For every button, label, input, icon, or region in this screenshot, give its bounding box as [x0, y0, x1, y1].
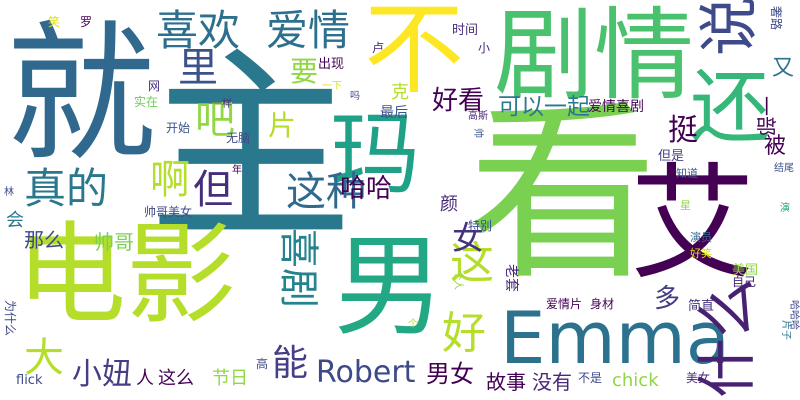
cloud-word-ge: 个 [408, 319, 418, 330]
cloud-word-zheme: 这么 [158, 368, 194, 389]
cloud-word-wang: 网 [148, 79, 161, 93]
cloud-word-shencai: 身材 [590, 297, 615, 311]
cloud-word-aiqingpian: 爱情片 [546, 297, 583, 311]
cloud-word-da: 大 [24, 335, 64, 381]
cloud-word-yao: 要 [290, 55, 319, 88]
cloud-word-hahaha: 哈哈哈 [788, 300, 799, 330]
cloud-word-shizai: 实在 [134, 95, 159, 109]
cloud-word-ma: 玛 [330, 102, 420, 207]
cloud-word-duo: 多 [654, 284, 681, 314]
cloud-word-zhu: 主 [148, 31, 353, 269]
cloud-word-geren: 个人 [452, 270, 463, 290]
cloud-word-hai: 还 [690, 61, 770, 154]
cloud-word-neng: 能 [272, 343, 309, 384]
cloud-word-name: 那么 [24, 228, 64, 252]
cloud-word-haha: 哈哈 [340, 174, 393, 204]
cloud-word-meinv: 美女 [686, 371, 711, 385]
cloud-word-ziji: 自己 [732, 275, 757, 289]
cloud-word-xiaoniu: 小妞 [72, 357, 132, 392]
cloud-word-yiyang: 一样 [212, 99, 232, 110]
cloud-word-hui: 会 [6, 210, 24, 231]
cloud-word-shelu: 奢路 [769, 6, 783, 31]
cloud-word-yanyuan: 演员 [690, 231, 712, 244]
cloud-word-zhende: 真的 [24, 164, 109, 213]
cloud-word-jianzhi: 简直 [688, 299, 715, 314]
cloud-word-gaosi: 高斯 [468, 111, 488, 122]
cloud-word-shuaigemeinv: 帅哥美女 [144, 205, 193, 219]
cloud-word-you: 又 [772, 56, 795, 81]
cloud-word-aiqing: 爱情 [266, 6, 351, 55]
cloud-word-xihuan: 喜欢 [156, 6, 241, 55]
cloud-word-a: 啊 [150, 157, 190, 203]
cloud-word-hao: 好 [442, 308, 486, 359]
cloud-word-nv: 女 [452, 219, 485, 257]
cloud-word-jiewei: 结尾 [774, 163, 794, 174]
cloud-word-ai-big: 艾 [630, 152, 755, 297]
cloud-word-yan: 颜 [440, 194, 458, 215]
cloud-word-haokan: 好看 [432, 86, 485, 116]
cloud-word-bei: 被 [764, 134, 787, 159]
cloud-word-shuaige: 帅哥 [94, 230, 134, 254]
cloud-word-yixia: 一下 [322, 81, 342, 92]
cloud-word-tebie: 特别 [468, 219, 493, 233]
cloud-word-xiju: 喜剧 [275, 228, 321, 308]
cloud-word-chuxian: 出现 [318, 57, 345, 72]
cloud-word-li: 里 [178, 45, 218, 91]
cloud-word-dan: 但 [193, 167, 233, 213]
cloud-word-juqing: 剧情 [494, 0, 694, 114]
cloud-word-lu: 卢 [372, 41, 385, 55]
cloud-word-shijian: 时间 [452, 23, 479, 38]
cloud-word-jiu: 就 [6, 8, 157, 182]
cloud-word-shuo: 说 [695, 0, 765, 56]
cloud-word-ke: 克 [391, 82, 409, 103]
cloud-word-bu: 不 [364, 0, 464, 108]
cloud-word-nannu: 男女 [426, 360, 474, 388]
cloud-word-bushi: 不是 [578, 371, 603, 385]
cloud-word-gushi: 故事 [486, 370, 526, 394]
cloud-word-zhidao: 知道 [676, 167, 698, 180]
cloud-word-wunao: 无脑 [226, 131, 251, 145]
cloud-word-chick: chick [612, 370, 659, 391]
cloud-word-robert: Robert [316, 355, 416, 390]
cloud-word-keyiyiqi: 可以一起 [498, 94, 590, 120]
cloud-word-zuihou: 最后 [380, 105, 408, 121]
cloud-word-ba: 吧 [195, 97, 235, 143]
cloud-word-ting: 挺 [668, 113, 698, 148]
cloud-word-ma-question: 吗 [350, 91, 360, 102]
cloud-word-dianying: 电影 [16, 211, 236, 339]
cloud-word-kan: 看 [468, 84, 659, 305]
cloud-word-pian: 片 [268, 109, 297, 142]
cloud-word-zhe: 这 [450, 238, 494, 289]
cloud-word-yan-act: 演 [780, 203, 790, 214]
cloud-word-xiao-laugh: 笑 [48, 15, 61, 29]
cloud-word-shuai: 帅 [472, 128, 483, 138]
cloud-word-weishenme: 为什么 [3, 300, 17, 337]
cloud-word-yibu: 一部 [754, 96, 778, 136]
cloud-word-xing: 星 [680, 199, 691, 212]
cloud-word-xiao: 小 [478, 41, 491, 55]
cloud-word-zhezhong: 这种 [286, 169, 366, 215]
cloud-word-luo: 罗 [80, 15, 93, 29]
cloud-word-nian: 年 [232, 165, 242, 176]
cloud-word-nan: 男 [334, 223, 444, 351]
cloud-word-lin: 林 [4, 187, 14, 198]
cloud-word-danshi: 但是 [658, 149, 685, 164]
cloud-word-laotao: 老套 [503, 264, 519, 292]
cloud-word-kaishi: 开始 [166, 121, 191, 135]
cloud-word-emma: Emma [500, 296, 730, 380]
cloud-word-ren: 人 [136, 368, 154, 389]
cloud-word-jieri: 节日 [212, 368, 248, 389]
cloud-word-gao: 高 [256, 357, 269, 371]
cloud-word-meiguo: 美国 [732, 263, 759, 278]
cloud-word-haoxiao: 好笑 [690, 247, 712, 260]
cloud-word-aiqingxiju: 爱情喜剧 [588, 99, 644, 115]
cloud-word-meiyou: 没有 [532, 370, 572, 394]
cloud-word-flick: flick [16, 373, 43, 388]
